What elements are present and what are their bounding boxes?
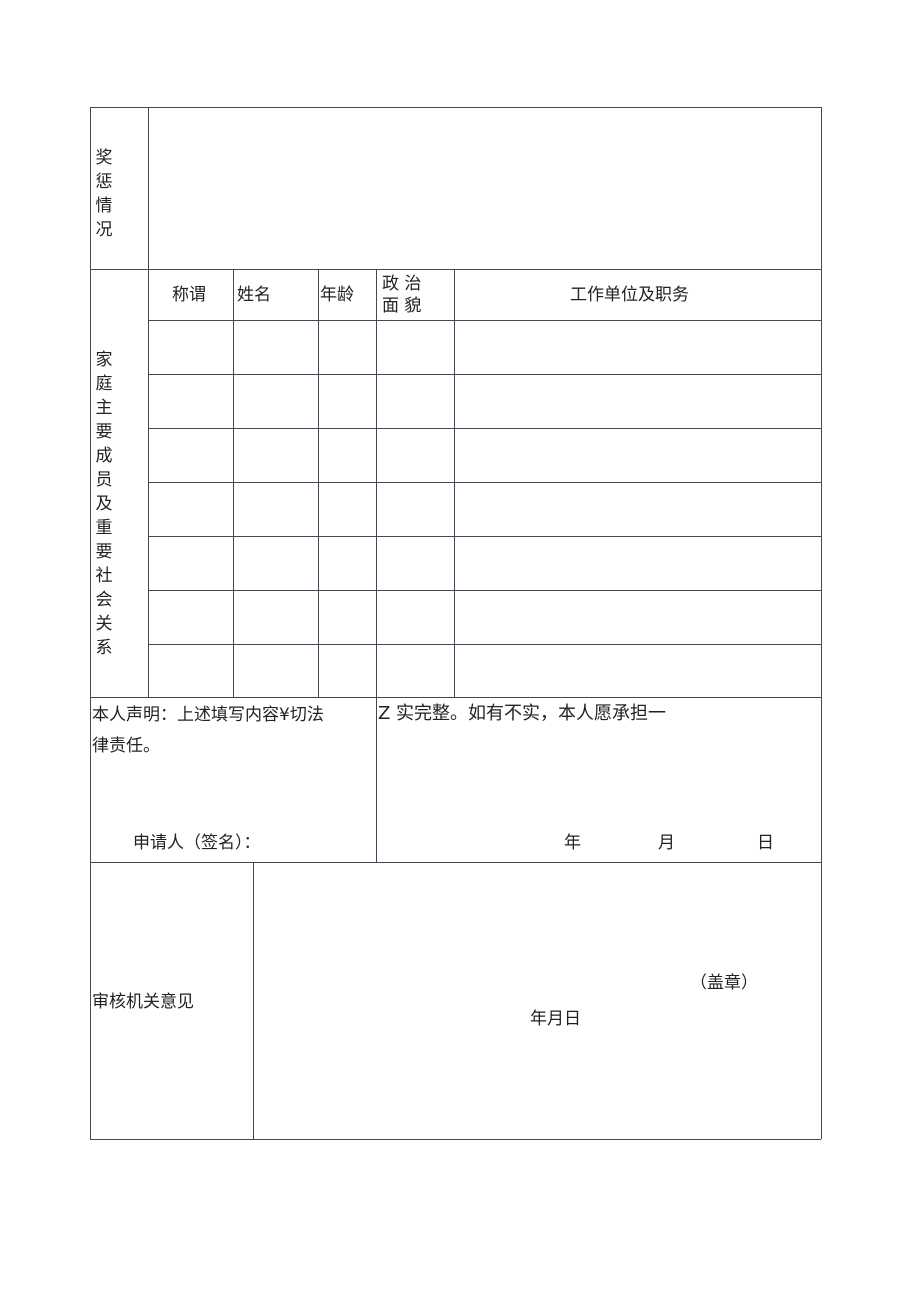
table-border [148,482,821,483]
header-political-1: 政 治 [382,274,422,294]
date-month: 月 [658,833,675,853]
family-label: 家庭主要成员及重要社会关系 [95,350,113,658]
table-border [90,107,91,1139]
seal-label: （盖章） [690,973,758,993]
table-border [148,428,821,429]
header-work-unit: 工作单位及职务 [570,285,689,305]
declaration-text-line2: 律责任。 [92,736,160,756]
table-border [318,269,319,697]
header-political-2: 面 貌 [382,296,422,316]
review-date: 年月日 [530,1009,581,1029]
table-border [90,862,821,863]
declaration-text-right: Z 实完整。如有不实，本人愿承担一 [378,703,667,724]
table-border [90,269,821,270]
header-name: 姓名 [237,285,271,305]
table-border [90,107,821,108]
table-border [376,269,377,862]
table-border [233,269,234,697]
header-title: 称谓 [172,285,206,305]
table-border [90,1139,821,1140]
table-border [148,644,821,645]
table-border [90,697,821,698]
declaration-text-left: 本人声明：上述填写内容¥切法 [92,705,324,725]
table-border [148,590,821,591]
date-year: 年 [564,833,581,853]
table-border [148,320,821,321]
review-label: 审核机关意见 [92,992,194,1012]
date-day: 日 [757,833,774,853]
table-border [148,374,821,375]
signature-label: 申请人（签名）： [133,833,261,853]
table-border [454,269,455,697]
table-border [253,862,254,1139]
rewards-label: 奖惩情况 [95,148,113,240]
table-border [148,107,149,697]
table-border [821,107,822,1139]
table-border [148,536,821,537]
header-age: 年龄 [320,285,354,305]
